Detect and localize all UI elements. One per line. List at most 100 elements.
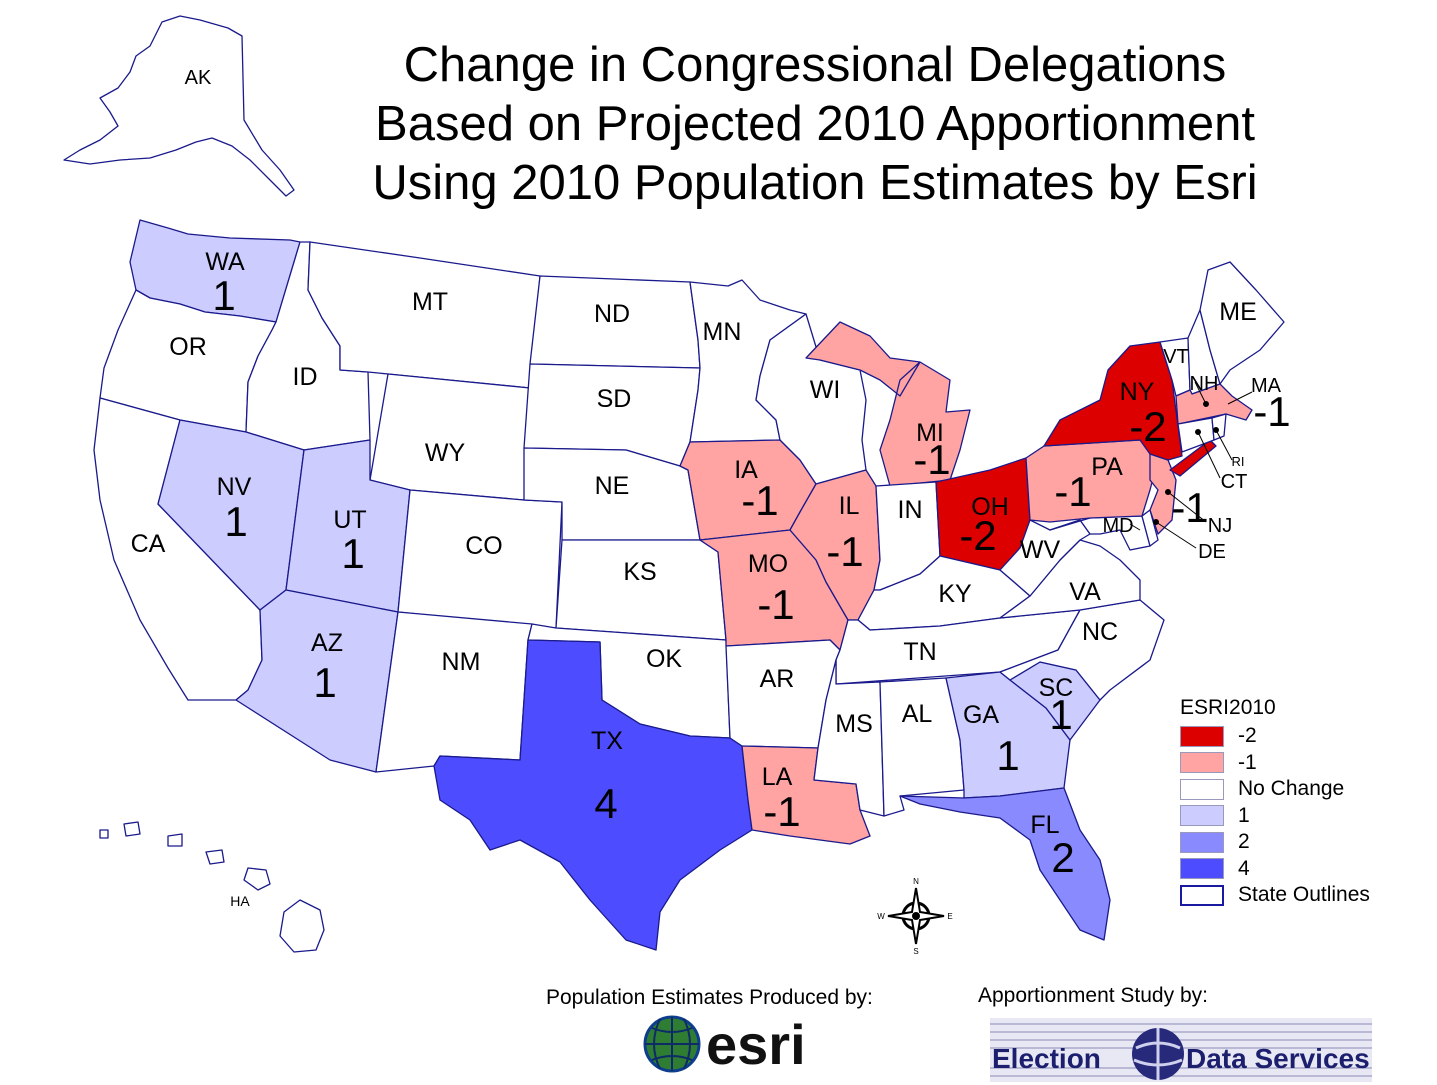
label-NM: NM	[442, 648, 481, 676]
leader-dot-ct	[1195, 429, 1201, 435]
label-MI: MI	[916, 419, 944, 447]
label-UT: UT	[333, 506, 366, 534]
legend-label: 2	[1238, 830, 1250, 854]
credit-esri-text: Population Estimates Produced by:	[546, 986, 873, 1009]
value-NJ: -1	[1171, 484, 1208, 531]
globe-grid	[645, 1017, 699, 1071]
label-MN: MN	[703, 318, 742, 346]
eds-wordmark-left: Election	[992, 1043, 1101, 1074]
legend-swatch	[1180, 725, 1224, 747]
leader-nh	[1194, 381, 1207, 405]
state-MA[interactable]	[1175, 383, 1253, 425]
state-NC[interactable]	[999, 599, 1165, 701]
state-shapes	[63, 15, 1285, 953]
label-AL: AL	[902, 700, 933, 728]
label-CT: CT	[1221, 471, 1248, 493]
leader-ct	[1197, 431, 1221, 479]
value-SC: 1	[1049, 691, 1072, 738]
label-GA: GA	[963, 701, 999, 729]
legend-swatch	[1180, 752, 1224, 774]
value-FL: 2	[1051, 834, 1074, 881]
leader-md	[1129, 523, 1141, 531]
state-FL[interactable]	[899, 787, 1111, 941]
credit-eds-text: Apportionment Study by:	[978, 984, 1208, 1007]
title-line-1: Change in Congressional Delegations	[403, 38, 1227, 92]
state-NJ[interactable]	[1149, 453, 1177, 535]
value-IA: -1	[741, 477, 778, 524]
label-FL: FL	[1030, 811, 1059, 839]
compass-e: E	[947, 912, 952, 921]
label-WA: WA	[205, 248, 245, 276]
compass-rose: N S E W	[877, 877, 952, 956]
legend-item: No Change	[1180, 776, 1370, 803]
leader-dot-de	[1153, 519, 1159, 525]
value-MI: -1	[913, 436, 950, 483]
leader-de	[1155, 521, 1197, 549]
value-LA: -1	[763, 788, 800, 835]
leader-dot-nh	[1203, 401, 1209, 407]
label-TX: TX	[591, 727, 623, 755]
state-ME[interactable]	[1199, 261, 1285, 385]
map-legend: ESRI2010 -2 -1 No Change 1 2 4 State Outlines	[1180, 696, 1370, 909]
state-TX[interactable]	[433, 639, 753, 951]
election-data-services-logo: Election Data Services	[990, 1018, 1372, 1082]
compass-s: S	[913, 947, 918, 956]
esri-logo: esri	[643, 1013, 806, 1076]
value-NY: -2	[1129, 403, 1166, 450]
legend-item: State Outlines	[1180, 882, 1370, 909]
leader-dot-nj	[1165, 489, 1171, 495]
label-ID: ID	[293, 363, 318, 391]
legend-items: -2 -1 No Change 1 2 4 State Outlines	[1180, 723, 1370, 909]
label-WV: WV	[1020, 536, 1061, 564]
label-VT: VT	[1163, 346, 1189, 368]
legend-label: -2	[1238, 724, 1257, 748]
label-NV: NV	[217, 473, 252, 501]
value-PA: -1	[1054, 468, 1091, 515]
state-MT[interactable]	[307, 241, 541, 389]
state-WY[interactable]	[369, 373, 531, 501]
label-ME: ME	[1219, 298, 1257, 326]
state-NM[interactable]	[375, 611, 533, 773]
label-SD: SD	[597, 385, 632, 413]
eds-globe-detail	[1133, 1028, 1183, 1080]
label-KY: KY	[938, 580, 972, 608]
label-OH: OH	[971, 493, 1009, 521]
value-IL: -1	[826, 528, 863, 575]
label-NY: NY	[1120, 378, 1155, 406]
state-MI[interactable]	[805, 321, 971, 487]
label-AK: AK	[185, 67, 212, 89]
leader-nj	[1167, 491, 1207, 523]
legend-label: No Change	[1238, 777, 1345, 801]
label-AR: AR	[760, 665, 795, 693]
legend-item: 4	[1180, 856, 1370, 883]
label-MD: MD	[1102, 515, 1133, 537]
state-RI[interactable]	[1211, 413, 1227, 441]
legend-label: -1	[1238, 750, 1257, 774]
value-WA: 1	[212, 272, 235, 319]
label-PA: PA	[1091, 453, 1123, 481]
legend-label: 4	[1238, 856, 1250, 880]
value-TX: 4	[594, 780, 617, 827]
state-CO[interactable]	[397, 489, 563, 629]
compass-n: N	[913, 877, 919, 886]
state-WI[interactable]	[755, 313, 867, 485]
value-AZ: 1	[313, 659, 336, 706]
value-GA: 1	[996, 732, 1019, 779]
state-AK[interactable]	[63, 15, 295, 197]
compass-w: W	[877, 912, 885, 921]
map-title: Change in Congressional Delegations Base…	[300, 36, 1330, 213]
legend-item: -2	[1180, 723, 1370, 750]
leader-dot-ri	[1213, 427, 1219, 433]
legend-swatch	[1180, 884, 1224, 906]
label-NJ: NJ	[1208, 515, 1232, 537]
state-DE[interactable]	[1141, 509, 1159, 547]
label-MA: MA	[1251, 375, 1282, 397]
label-AZ: AZ	[311, 629, 343, 657]
label-ND: ND	[594, 300, 630, 328]
label-MO: MO	[748, 550, 788, 578]
state-KS[interactable]	[555, 539, 727, 641]
value-MA: -1	[1253, 388, 1290, 435]
label-VA: VA	[1069, 578, 1101, 606]
state-HA[interactable]	[99, 821, 325, 953]
